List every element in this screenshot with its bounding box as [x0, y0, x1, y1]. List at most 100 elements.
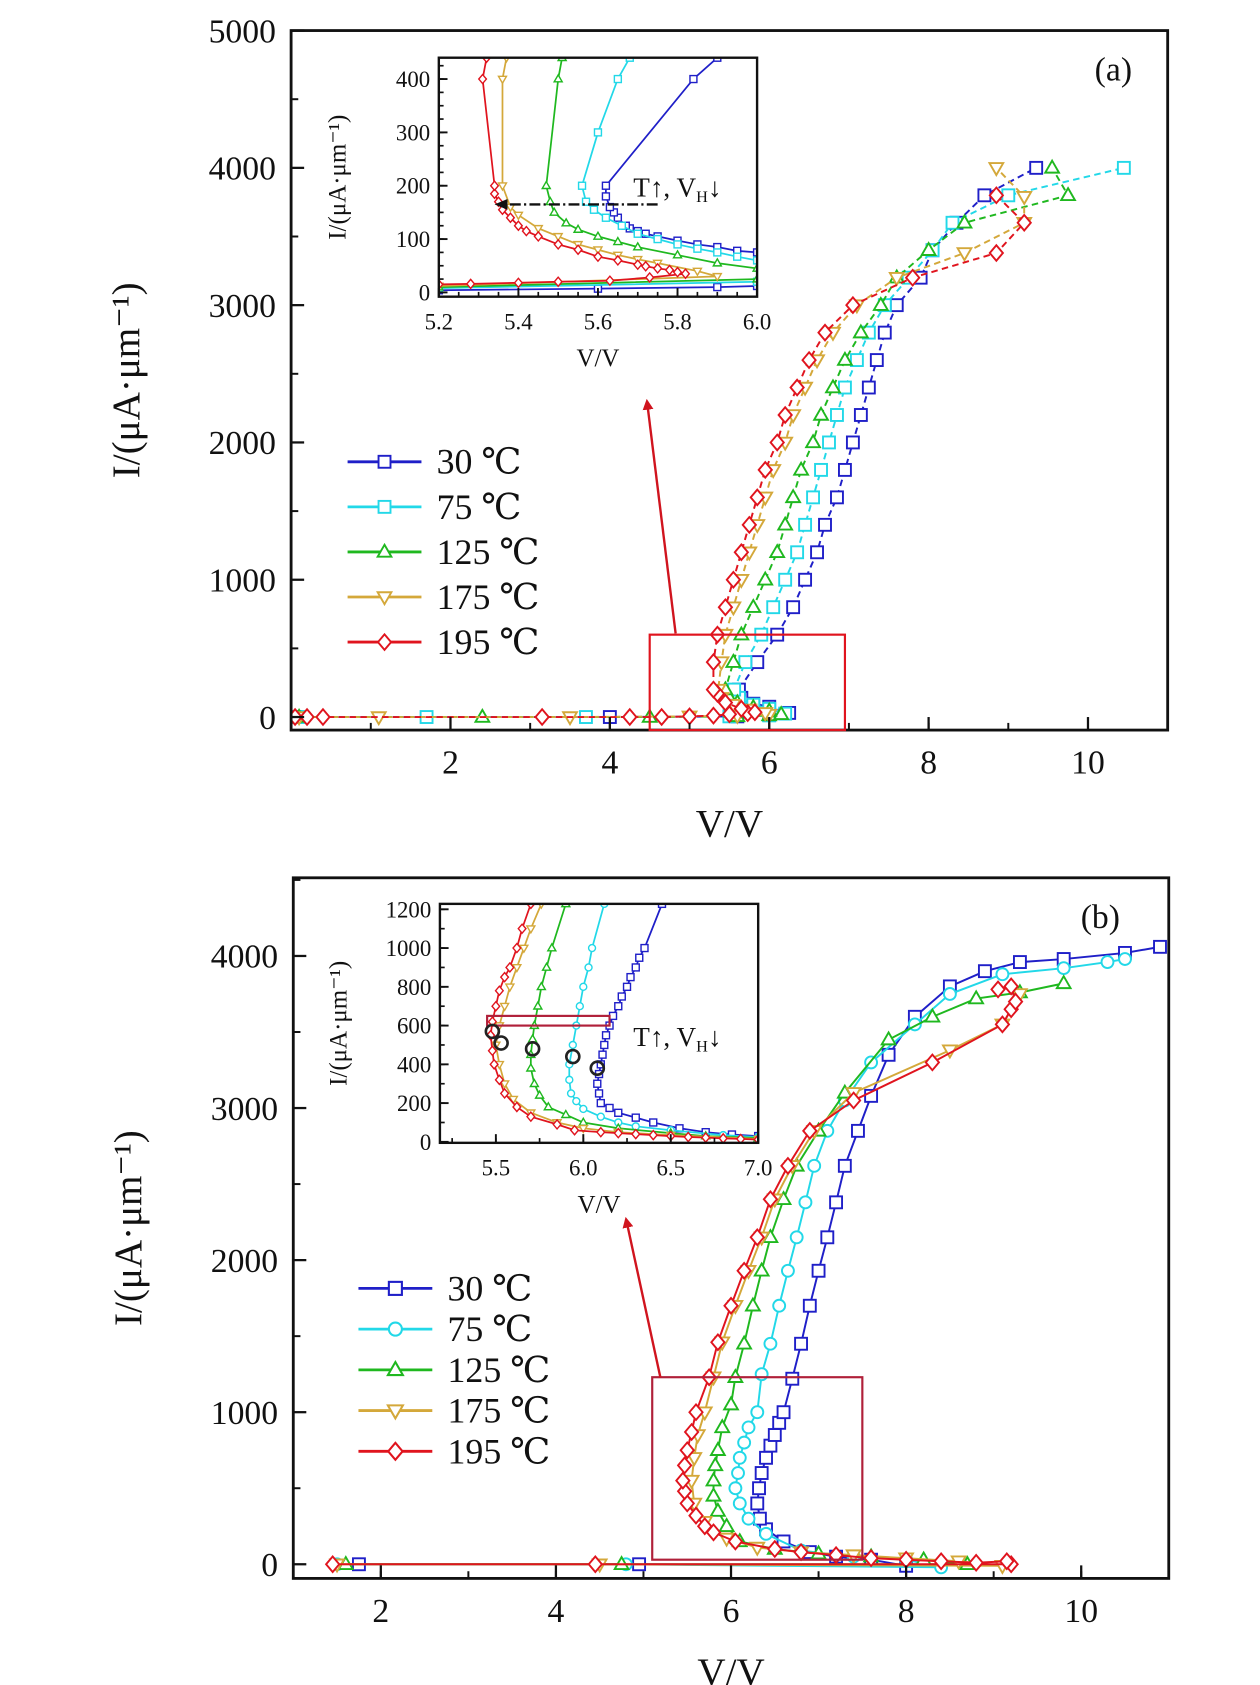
y-tick-label: 1000: [386, 936, 432, 961]
y-tick-label: 0: [259, 700, 276, 737]
y-tick-label: 5000: [209, 13, 276, 50]
data-point-195: [789, 378, 805, 397]
data-point-195: [465, 278, 476, 290]
series-line-195: [295, 194, 1026, 719]
holding-point-marker-125: [524, 1041, 541, 1057]
data-point-125: [920, 241, 938, 256]
x-tick-label: 5.8: [663, 309, 692, 334]
data-point-125: [718, 1517, 736, 1532]
data-point-175: [497, 75, 508, 85]
data-point-195: [664, 264, 675, 276]
data-point-175: [499, 1002, 510, 1012]
data-point-125: [560, 1109, 572, 1119]
data-point-75: [731, 1466, 745, 1480]
data-point-195: [777, 405, 793, 425]
data-point-75: [849, 353, 864, 367]
data-point-75: [942, 987, 957, 1001]
data-point-195: [512, 942, 522, 954]
y-tick-label: 600: [397, 1014, 431, 1039]
data-point-195: [494, 985, 505, 997]
y-tick-label: 400: [396, 67, 430, 92]
data-point-175: [533, 224, 544, 234]
data-point-195: [727, 1532, 744, 1551]
zoom-arrow: [642, 398, 677, 634]
data-point-75: [575, 1002, 584, 1011]
data-point-175: [578, 1124, 589, 1134]
data-point-75: [596, 1112, 605, 1121]
legend-marker-icon: [377, 499, 392, 514]
data-point-30: [759, 1450, 773, 1465]
data-point-195: [644, 271, 655, 284]
legend-marker-icon: [376, 632, 393, 652]
legend-label: 30 ℃: [437, 442, 522, 482]
data-point-75: [789, 1230, 804, 1245]
data-point-195: [676, 1482, 693, 1501]
data-point-125: [704, 1486, 723, 1502]
data-point-75: [737, 1435, 752, 1450]
data-point-125: [548, 206, 560, 216]
data-point-75: [1116, 160, 1131, 175]
data-point-75: [750, 1405, 765, 1420]
x-tick-label: 5.4: [504, 309, 533, 334]
data-point-195: [648, 1129, 659, 1141]
data-point-30: [649, 1118, 658, 1127]
x-axis-label: V/V: [578, 1191, 621, 1218]
data-point-125: [525, 1062, 537, 1072]
data-point-195: [680, 268, 691, 280]
x-tick-label: 4: [548, 1593, 565, 1630]
data-point-195: [988, 186, 1005, 205]
y-axis-label: I/(μA·μm⁻¹): [105, 282, 148, 478]
data-point-175: [518, 944, 530, 954]
data-point-125: [824, 378, 842, 394]
data-point-75: [741, 1511, 756, 1526]
data-point-30: [754, 1466, 769, 1480]
data-point-195: [505, 212, 516, 224]
y-axis-label: I/(μA·μm⁻¹): [324, 115, 351, 240]
legend-marker-icon: [386, 1404, 405, 1421]
legend-marker-icon: [386, 1359, 405, 1377]
legend-label: 175 ℃: [437, 577, 540, 617]
x-tick-label: 8: [920, 745, 937, 782]
data-point-195: [491, 1000, 501, 1012]
data-point-195: [679, 1440, 696, 1460]
data-point-195: [741, 515, 758, 535]
data-point-175: [552, 232, 564, 242]
data-point-75: [653, 234, 662, 244]
data-point-75: [1100, 955, 1115, 969]
x-axis-label: V/V: [696, 803, 763, 846]
data-point-75: [633, 229, 642, 238]
data-point-125: [967, 989, 985, 1005]
data-point-195: [505, 961, 515, 974]
data-point-195: [683, 1131, 693, 1143]
y-tick-label: 2000: [211, 1243, 278, 1280]
data-point-75: [838, 380, 852, 395]
annotation-sub: H: [696, 187, 708, 206]
data-point-195: [672, 266, 683, 278]
data-point-30: [601, 1031, 611, 1040]
data-point-75: [581, 197, 591, 206]
y-tick-label: 100: [396, 227, 430, 252]
data-point-195: [596, 1126, 606, 1138]
data-point-75: [584, 963, 593, 972]
data-point-75: [617, 221, 627, 230]
data-point-75: [790, 545, 805, 560]
data-point-125: [672, 249, 683, 259]
x-tick-label: 2: [372, 1593, 389, 1630]
data-point-195: [705, 706, 722, 725]
data-point-125: [592, 230, 604, 240]
x-tick-label: 6.0: [569, 1155, 598, 1180]
data-point-195: [324, 1555, 341, 1574]
series-layer: [324, 939, 1167, 1575]
y-axis-label: I/(μA·μm⁻¹): [326, 961, 353, 1086]
data-point-195: [717, 597, 734, 617]
data-point-75: [741, 1420, 756, 1435]
data-point-195: [863, 1548, 879, 1568]
data-point-75: [806, 490, 820, 505]
x-tick-label: 10: [1071, 745, 1105, 782]
y-tick-label: 3000: [209, 288, 276, 325]
data-point-30: [845, 435, 860, 450]
data-point-175: [712, 272, 723, 282]
data-point-75: [565, 1075, 574, 1085]
data-point-30: [750, 655, 765, 670]
